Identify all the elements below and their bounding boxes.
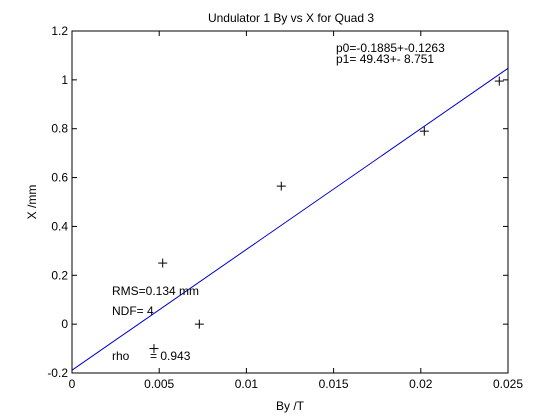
rho-value-annotation: = 0.943 [150,349,191,363]
rho-label-annotation: rho [112,349,130,363]
fit-p0-annotation: p0=-0.1885+-0.1263 [336,41,445,55]
data-point [158,258,168,268]
x-tick-label: 0.015 [319,377,349,391]
y-tick-label: -0.2 [47,366,68,380]
rms-annotation: RMS=0.134 mm [112,284,199,298]
x-tick-label: 0.005 [144,377,174,391]
fit-line [71,67,509,371]
x-tick-label: 0.025 [493,377,523,391]
y-tick-label: 0.4 [51,219,68,233]
data-point [276,181,286,191]
y-tick-label: 0.8 [51,122,68,136]
y-tick-label: 0.6 [51,171,68,185]
chart-title: Undulator 1 By vs X for Quad 3 [208,11,374,25]
data-point [419,126,429,136]
x-tick-label: 0.01 [235,377,259,391]
fit-p1-annotation: p1= 49.43+- 8.751 [336,52,434,66]
y-tick-label: 0.2 [51,268,68,282]
x-tick-label: 0 [69,377,76,391]
x-axis-label: By /T [276,399,305,413]
data-point [494,76,504,86]
y-tick-label: 1.2 [51,24,68,38]
ndf-annotation: NDF= 4 [112,304,154,318]
data-point [149,344,159,354]
y-tick-label: 0 [61,317,68,331]
x-axis: 0 0.005 0.01 0.015 0.02 0.025 [69,31,523,391]
y-tick-label: 1 [61,73,68,87]
data-points-layer [149,76,504,354]
fit-line-layer [71,67,509,371]
x-tick-label: 0.02 [409,377,433,391]
plot-area-frame [71,30,509,374]
data-point [194,319,204,329]
y-axis: -0.2 0 0.2 0.4 0.6 0.8 1 1.2 [47,24,508,380]
y-axis-label: X /mm [25,185,39,220]
